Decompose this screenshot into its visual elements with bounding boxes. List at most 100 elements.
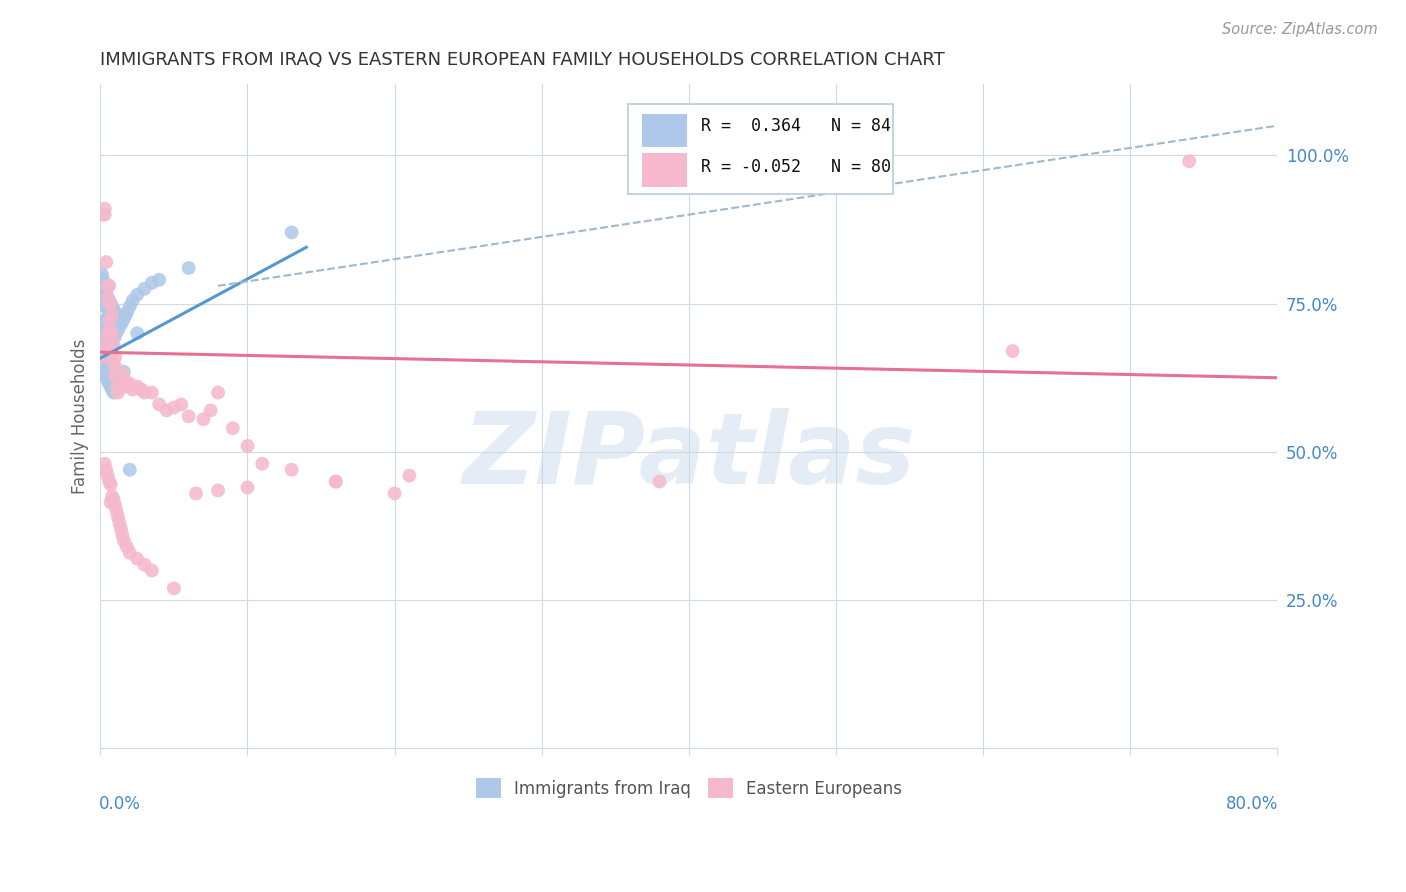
Point [97, 362, 120, 376]
Point [108, 374, 131, 388]
Point [141, 385, 163, 400]
Point [103, 338, 125, 352]
Point [200, 403, 222, 417]
Point [325, 475, 347, 489]
Point [112, 365, 135, 379]
Point [177, 260, 200, 275]
Point [104, 350, 127, 364]
Point [94, 278, 117, 293]
Point [141, 276, 163, 290]
Point [107, 370, 129, 384]
Point [98, 296, 121, 310]
Point [222, 421, 245, 435]
Point [98, 365, 121, 379]
Point [98, 318, 121, 332]
Legend: Immigrants from Iraq, Eastern Europeans: Immigrants from Iraq, Eastern Europeans [467, 770, 910, 806]
Point [101, 489, 124, 503]
Text: ZIPatlas: ZIPatlas [463, 408, 915, 505]
Point [148, 273, 170, 287]
Point [103, 302, 125, 317]
Point [1178, 154, 1201, 169]
Point [108, 314, 131, 328]
Point [177, 409, 200, 424]
Point [90, 208, 112, 222]
Point [94, 350, 117, 364]
Point [107, 510, 129, 524]
Point [90, 368, 112, 382]
Point [98, 278, 121, 293]
Point [101, 344, 124, 359]
Text: R =  0.364   N = 84: R = 0.364 N = 84 [700, 118, 890, 136]
Point [207, 385, 229, 400]
Point [648, 475, 671, 489]
Point [100, 379, 122, 393]
Point [100, 477, 122, 491]
Point [108, 516, 131, 530]
Text: 80.0%: 80.0% [1226, 795, 1278, 813]
Point [134, 558, 156, 572]
Point [101, 370, 124, 384]
Point [100, 347, 122, 361]
Point [94, 457, 117, 471]
Point [118, 376, 141, 391]
Point [325, 475, 347, 489]
Point [127, 326, 149, 341]
Point [236, 481, 259, 495]
Point [97, 350, 120, 364]
Point [112, 311, 135, 326]
Point [98, 344, 121, 359]
Point [134, 385, 156, 400]
Point [101, 323, 124, 337]
Point [118, 300, 141, 314]
Point [98, 293, 121, 308]
Point [100, 368, 122, 382]
Point [110, 379, 132, 393]
Point [115, 540, 138, 554]
Point [103, 374, 125, 388]
Point [236, 439, 259, 453]
Point [91, 273, 114, 287]
Point [112, 374, 135, 388]
Point [103, 356, 125, 370]
Point [97, 326, 120, 341]
Point [1001, 344, 1024, 359]
Point [110, 522, 132, 536]
Point [163, 401, 186, 415]
Point [141, 564, 163, 578]
Point [100, 326, 122, 341]
Point [96, 285, 118, 299]
Point [98, 376, 121, 391]
Point [90, 314, 112, 328]
Point [104, 305, 127, 319]
Point [107, 323, 129, 337]
Point [104, 498, 127, 512]
Point [101, 300, 124, 314]
Y-axis label: Family Households: Family Households [72, 339, 89, 494]
Point [96, 326, 118, 341]
Point [107, 368, 129, 382]
Point [103, 385, 125, 400]
Point [97, 338, 120, 352]
Point [96, 255, 118, 269]
Point [103, 492, 125, 507]
Point [96, 314, 118, 328]
Point [105, 379, 128, 393]
Point [110, 368, 132, 382]
Point [96, 370, 118, 384]
Point [105, 309, 128, 323]
Point [96, 344, 118, 359]
Point [114, 374, 136, 388]
Point [100, 495, 122, 509]
Point [104, 376, 127, 391]
Point [94, 314, 117, 328]
Point [94, 208, 117, 222]
FancyBboxPatch shape [641, 114, 686, 147]
Point [91, 296, 114, 310]
Point [134, 282, 156, 296]
Point [98, 475, 121, 489]
Point [97, 326, 120, 341]
Point [163, 582, 186, 596]
Point [115, 305, 138, 319]
Point [100, 296, 122, 310]
FancyBboxPatch shape [627, 104, 893, 194]
